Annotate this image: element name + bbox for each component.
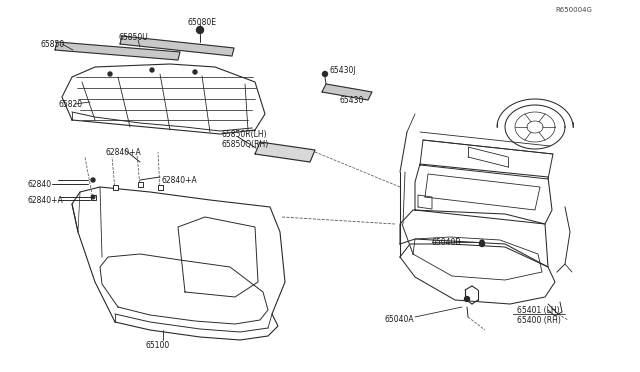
Circle shape — [480, 240, 484, 244]
Polygon shape — [55, 42, 180, 60]
Circle shape — [465, 296, 470, 301]
Text: R650004G: R650004G — [555, 7, 592, 13]
Text: 62840: 62840 — [27, 180, 51, 189]
Text: 65040A: 65040A — [385, 315, 415, 324]
Polygon shape — [255, 142, 315, 162]
Text: 62840+A: 62840+A — [105, 148, 141, 157]
Bar — [90, 195, 95, 199]
Circle shape — [323, 71, 328, 77]
Text: 62840+A: 62840+A — [27, 196, 63, 205]
Circle shape — [108, 72, 112, 76]
Circle shape — [193, 70, 197, 74]
Text: 65850Q(RH): 65850Q(RH) — [222, 140, 269, 148]
Text: 65430J: 65430J — [330, 65, 356, 74]
Text: 65080E: 65080E — [188, 17, 217, 26]
Text: 65040B: 65040B — [432, 237, 461, 247]
Circle shape — [150, 68, 154, 72]
Text: 65850U: 65850U — [118, 32, 148, 42]
Polygon shape — [120, 36, 234, 56]
Circle shape — [196, 26, 204, 33]
Text: 65850R(LH): 65850R(LH) — [222, 129, 268, 138]
Text: 65400 (RH): 65400 (RH) — [517, 315, 561, 324]
Bar — [138, 182, 143, 186]
Text: 65820: 65820 — [58, 99, 82, 109]
Text: 65430: 65430 — [340, 96, 364, 105]
Circle shape — [91, 178, 95, 182]
Text: 65850: 65850 — [40, 39, 64, 48]
Text: 62840+A: 62840+A — [162, 176, 198, 185]
Circle shape — [479, 241, 484, 247]
Text: 65401 (LH): 65401 (LH) — [517, 305, 559, 314]
Text: 65100: 65100 — [145, 340, 169, 350]
Bar — [157, 185, 163, 189]
Bar — [113, 185, 118, 189]
Circle shape — [92, 195, 95, 199]
Polygon shape — [322, 84, 372, 100]
